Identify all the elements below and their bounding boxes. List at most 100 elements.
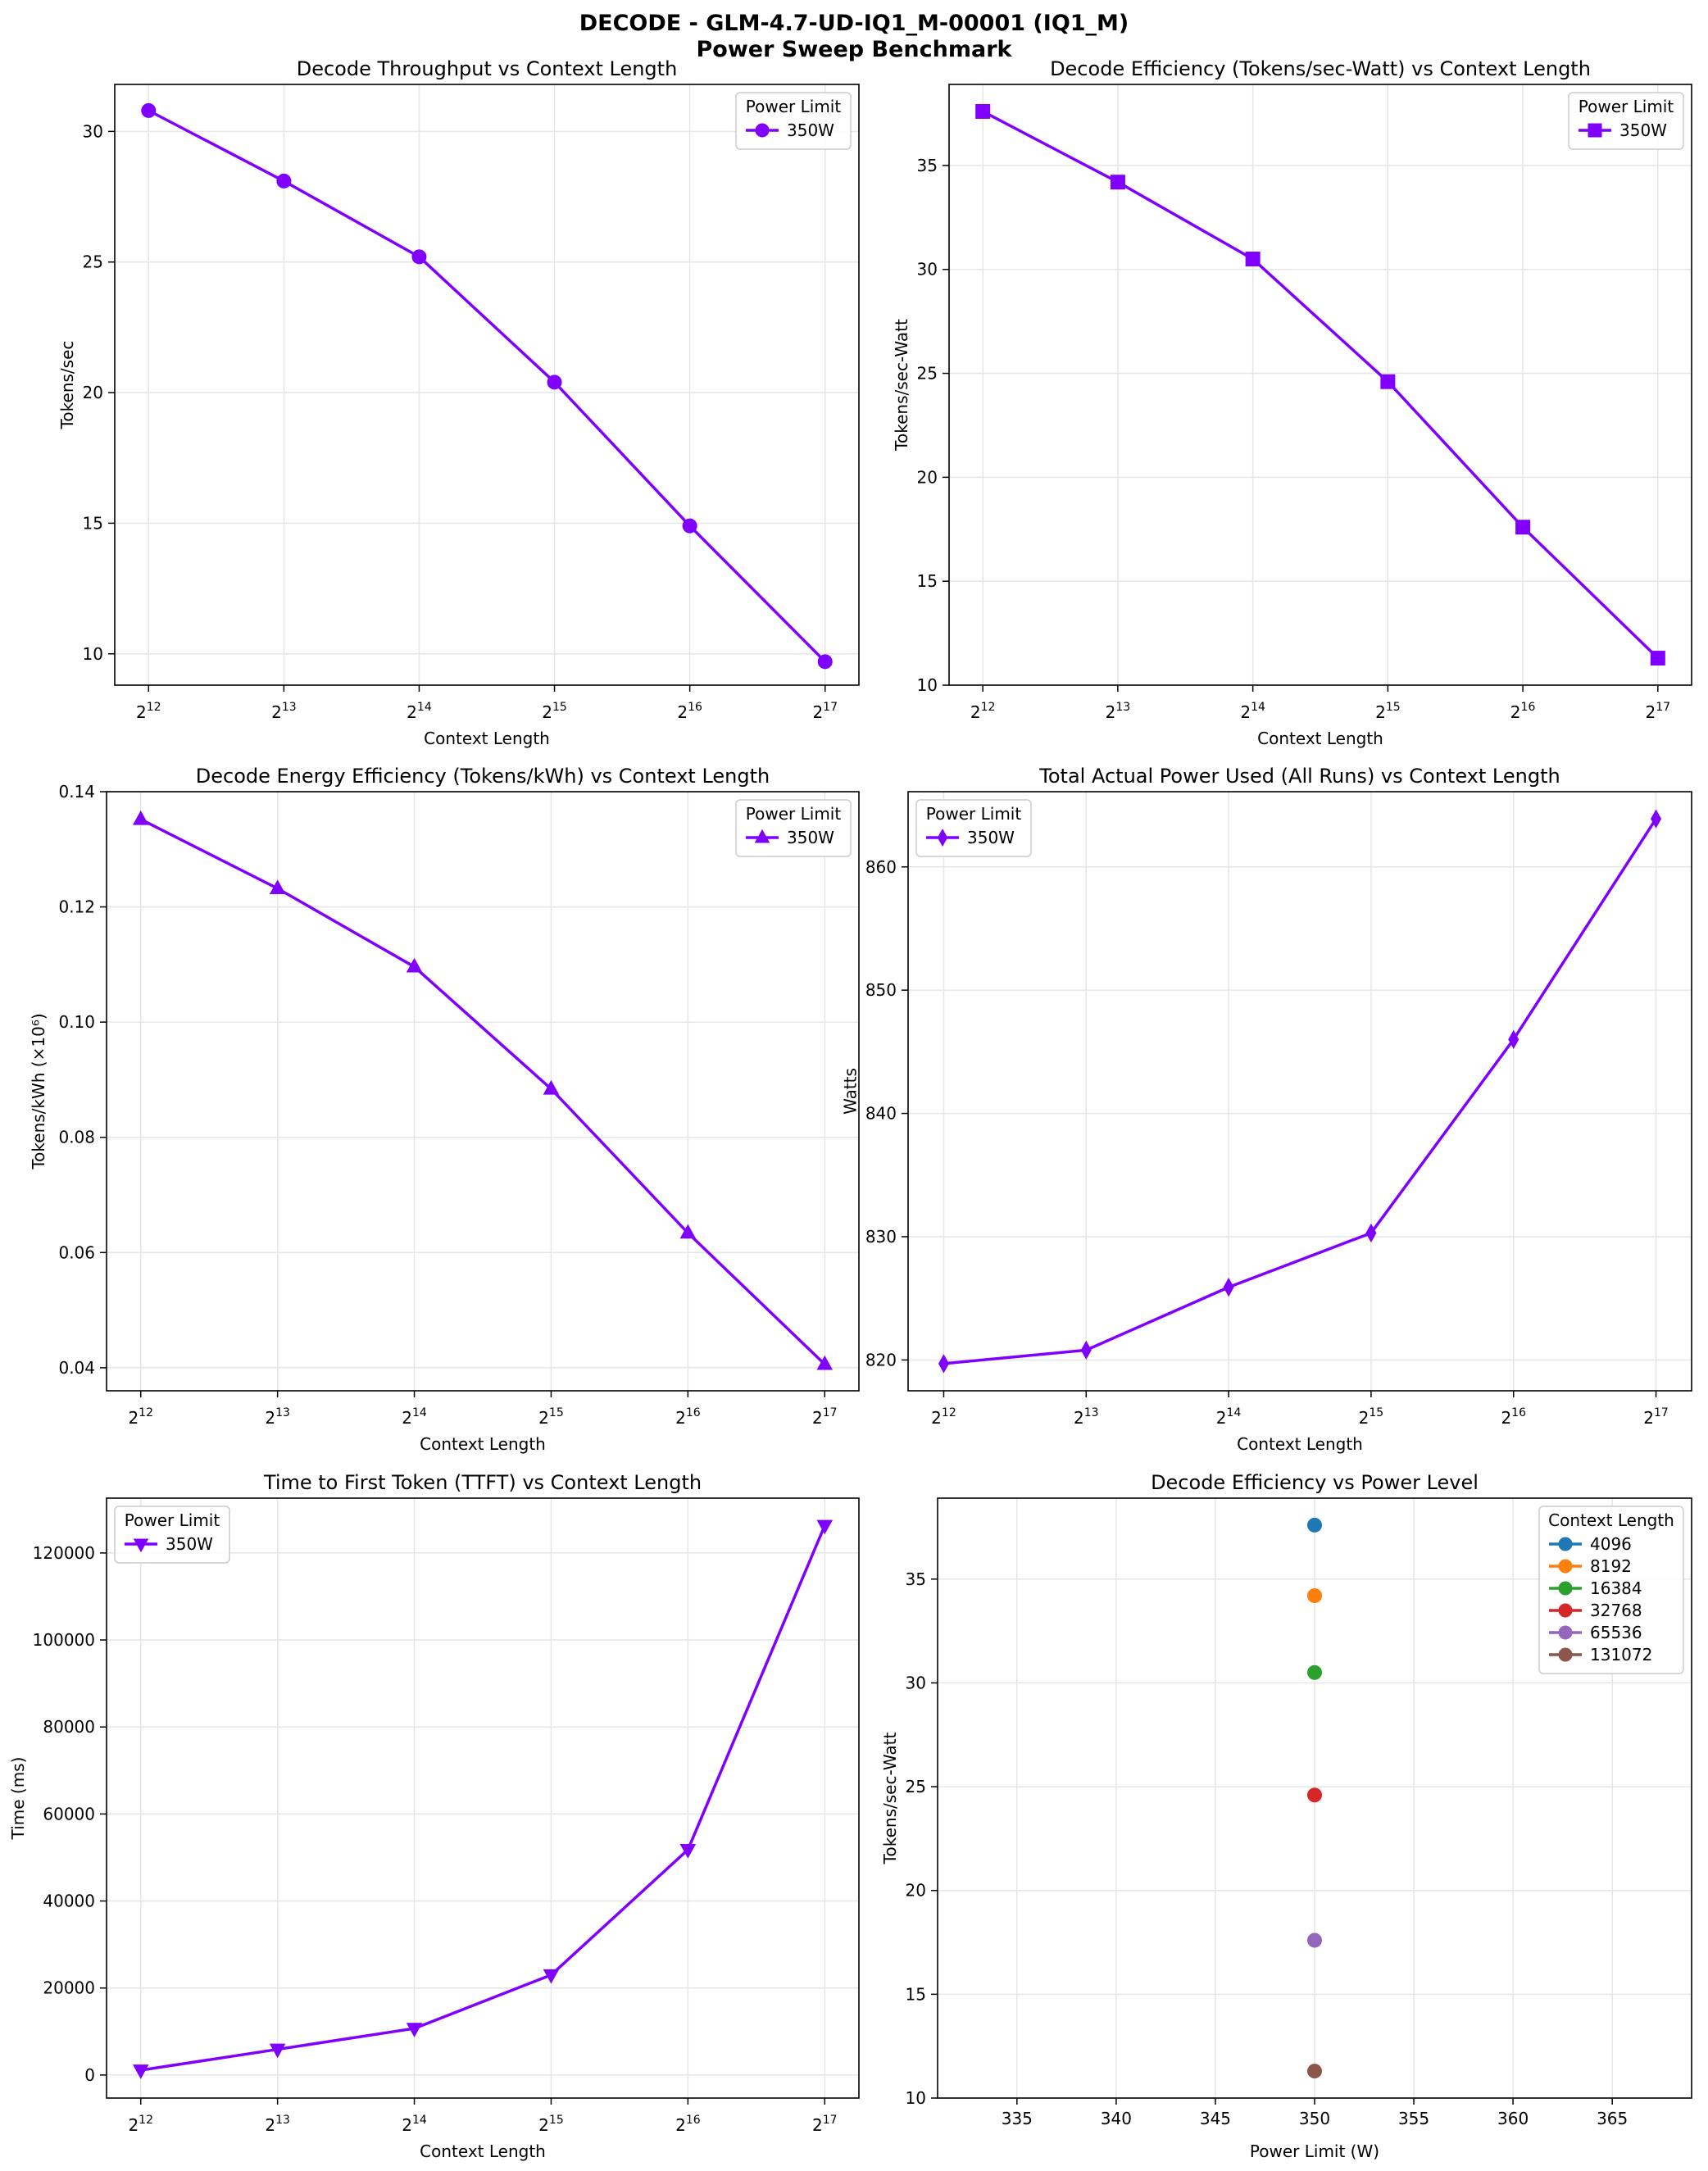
x-tick-label: 345 (1200, 2109, 1231, 2128)
data-point (679, 1844, 697, 1859)
y-tick-label: 820 (865, 1350, 897, 1369)
legend-marker (1558, 1537, 1573, 1551)
x-tick-label: 213 (265, 1406, 290, 1428)
x-tick-label: 213 (265, 2114, 290, 2135)
legend-label: 16384 (1590, 1578, 1642, 1598)
y-tick-label: 10 (917, 675, 938, 695)
x-tick-label: 216 (675, 1406, 701, 1428)
legend: Power Limit 350W (735, 92, 852, 150)
charts-grid: 212 213 214 215 216 217 10 15 20 25 30 Decode Throu… (8, 57, 1692, 2161)
x-tick-label: 213 (1106, 701, 1131, 722)
legend-title: Context Length (1548, 1510, 1674, 1530)
legend-label: 8192 (1590, 1556, 1632, 1576)
y-tick-label: 30 (906, 1673, 926, 1692)
data-point (1245, 252, 1261, 267)
legend-box (915, 799, 1032, 857)
x-tick-label: 214 (1216, 1406, 1242, 1428)
legend-label: 131072 (1590, 1645, 1652, 1665)
data-point (141, 102, 157, 118)
y-tick-label: 15 (917, 571, 938, 591)
data-point-65536 (1307, 1933, 1322, 1948)
data-point (816, 1519, 834, 1535)
x-axis-label: Context Length (1257, 729, 1383, 748)
axes-frame (106, 791, 860, 1392)
x-axis-label: Context Length (1237, 1434, 1363, 1454)
y-axis-label: Tokens/sec (57, 341, 77, 430)
y-tick-label: 0.12 (58, 897, 95, 917)
series-line-350W (982, 110, 1660, 660)
data-point-8192 (1307, 1588, 1322, 1604)
legend-title: Power Limit (1579, 97, 1674, 116)
y-tick-label: 80000 (43, 1717, 95, 1737)
legend: Power Limit 350W (735, 799, 852, 857)
x-tick-label: 214 (1240, 701, 1265, 722)
data-point (1080, 1340, 1092, 1360)
data-point-131072 (1307, 2064, 1322, 2079)
y-axis-label: Tokens/kWh (×10⁶) (29, 1013, 48, 1170)
x-tick-label: 212 (970, 701, 996, 722)
y-tick-label: 20 (906, 1881, 926, 1901)
x-tick-label: 360 (1497, 2109, 1529, 2128)
x-tick-label: 212 (128, 1406, 153, 1428)
data-point (975, 103, 991, 119)
y-tick-label: 35 (906, 1569, 926, 1589)
x-axis-label: Power Limit (W) (1250, 2141, 1379, 2161)
x-axis-label: Context Length (420, 2141, 546, 2161)
y-tick-label: 0.04 (58, 1358, 95, 1378)
data-point (132, 2064, 149, 2079)
data-point (1651, 809, 1662, 829)
x-tick-label: 350 (1299, 2109, 1330, 2128)
legend-marker (1558, 1581, 1573, 1596)
y-tick-label: 0.10 (58, 1012, 95, 1032)
chart-eff_vs_power: 335 340 345 350 355 360 365 10 15 20 25 30 35 Decode … (880, 1471, 1692, 2161)
y-tick-label: 25 (906, 1777, 926, 1796)
y-tick-label: 0.08 (58, 1128, 95, 1147)
data-point (1650, 651, 1665, 666)
legend-marker (1588, 123, 1602, 138)
y-tick-label: 40000 (43, 1892, 95, 1911)
x-axis-label: Context Length (424, 729, 550, 748)
x-tick-label: 217 (812, 701, 838, 722)
y-tick-label: 30 (917, 260, 938, 279)
x-tick-label: 212 (931, 1406, 956, 1428)
data-point (938, 1354, 949, 1374)
y-axis-label: Time (ms) (8, 1757, 28, 1841)
data-point (816, 1355, 834, 1370)
chart-title: Decode Efficiency (Tokens/sec-Watt) vs C… (1050, 57, 1591, 80)
y-tick-label: 0.06 (58, 1242, 95, 1262)
legend-marker (1558, 1647, 1573, 1662)
chart-title: Decode Energy Efficiency (Tokens/kWh) vs… (196, 765, 770, 788)
y-tick-label: 15 (906, 1984, 926, 2004)
legend-marker (937, 828, 948, 847)
data-point-32768 (1307, 1787, 1322, 1803)
x-axis-label: Context Length (420, 1434, 546, 1454)
y-tick-label: 20000 (43, 1978, 95, 1998)
x-tick-label: 217 (1643, 1406, 1669, 1428)
y-axis-label: Tokens/sec-Watt (880, 1733, 900, 1865)
chart-title: Total Actual Power Used (All Runs) vs Co… (1038, 765, 1560, 788)
x-tick-label: 214 (402, 2114, 427, 2135)
data-point (1365, 1223, 1377, 1243)
x-tick-label: 213 (1074, 1406, 1099, 1428)
legend-label: 350W (787, 828, 834, 847)
chart-power: 212 213 214 215 216 217 820 830 840 850 860 Total A… (841, 765, 1692, 1454)
data-point (817, 654, 833, 670)
data-point (1110, 175, 1125, 190)
legend-marker (133, 1538, 149, 1553)
y-tick-label: 35 (917, 156, 938, 175)
legend-label: 350W (787, 120, 834, 140)
y-tick-label: 30 (83, 121, 103, 141)
data-point (543, 1969, 560, 1984)
x-tick-label: 213 (271, 701, 297, 722)
legend: Power Limit 350W (915, 799, 1032, 857)
chart-title: Time to First Token (TTFT) vs Context Le… (263, 1471, 702, 1494)
legend-marker (1558, 1603, 1573, 1618)
legend-box (114, 1506, 230, 1564)
axes-frame (907, 791, 1692, 1392)
x-tick-label: 217 (812, 1406, 838, 1428)
data-point-16384 (1307, 1665, 1322, 1680)
axes-frame (937, 1497, 1692, 2099)
series-line-350W (943, 818, 1658, 1365)
axes-frame (948, 84, 1692, 686)
